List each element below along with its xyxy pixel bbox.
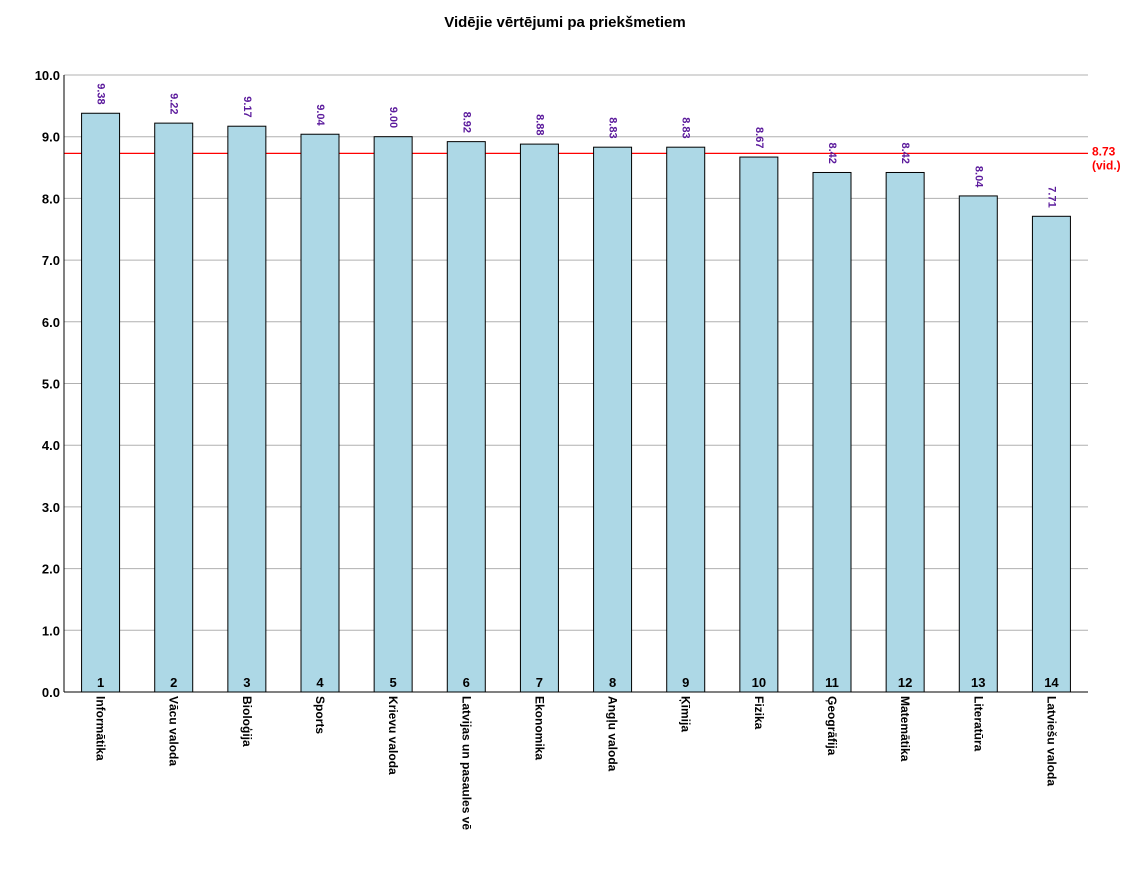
x-tick-label: Ekonomika — [532, 696, 546, 760]
bar-rank-label: 13 — [971, 675, 985, 690]
gridlines — [64, 74, 1088, 631]
average-value-label: 8.73 — [1092, 144, 1116, 158]
value-label: 8.83 — [607, 117, 619, 138]
value-label: 7.71 — [1045, 186, 1057, 207]
y-tick-label: 6.0 — [42, 315, 60, 330]
value-label: 9.22 — [168, 93, 180, 114]
bar-rank-label: 10 — [752, 675, 766, 690]
x-tick-label: Bioloģija — [240, 696, 254, 747]
value-label: 8.42 — [826, 142, 838, 163]
bar — [446, 141, 486, 693]
x-tick-label: Fizika — [752, 696, 766, 730]
y-tick-label: 5.0 — [42, 377, 60, 392]
x-tick-label: Krievu valoda — [386, 696, 400, 775]
x-tick-label: Vācu valoda — [167, 696, 181, 766]
bar — [593, 146, 633, 693]
bar — [739, 156, 779, 693]
y-tick-label: 7.0 — [42, 253, 60, 268]
y-tick-label: 0.0 — [42, 685, 60, 700]
bar — [81, 112, 121, 693]
value-label: 9.38 — [95, 83, 107, 104]
bar — [227, 125, 267, 693]
bar — [885, 171, 925, 693]
bar-rank-label: 9 — [682, 675, 689, 690]
x-tick-label: Matemātika — [898, 696, 912, 762]
x-tick-label: Ģeogrāfija — [825, 696, 839, 756]
y-tick-label: 10.0 — [35, 68, 60, 83]
bar-rank-label: 1 — [97, 675, 104, 690]
chart-title: Vidējie vērtējumi pa priekšmetiem — [444, 14, 686, 31]
bar — [519, 143, 559, 693]
x-tick-label: Latviešu valoda — [1044, 696, 1058, 786]
bar — [300, 133, 340, 693]
x-tick-label: Informātika — [94, 696, 108, 761]
bar-rank-label: 4 — [316, 675, 324, 690]
bar — [958, 195, 998, 693]
bar — [1031, 215, 1071, 693]
value-label: 9.17 — [241, 96, 253, 117]
bar-rank-label: 6 — [463, 675, 470, 690]
bar — [666, 146, 706, 693]
bar-rank-label: 3 — [243, 675, 250, 690]
bar-rank-label: 8 — [609, 675, 616, 690]
y-tick-label: 3.0 — [42, 500, 60, 515]
value-label: 9.04 — [314, 104, 326, 126]
bar-rank-label: 7 — [536, 675, 543, 690]
value-label: 8.04 — [972, 166, 984, 188]
x-tick-label: Sports — [313, 696, 327, 734]
value-label: 8.83 — [680, 117, 692, 138]
x-tick-label: Ķīmija — [679, 696, 693, 732]
y-tick-label: 8.0 — [42, 191, 60, 206]
value-label: 8.67 — [753, 127, 765, 148]
bars — [81, 112, 1071, 693]
average-sublabel: (vid.) — [1092, 158, 1121, 172]
bar-rank-label: 14 — [1044, 675, 1059, 690]
bar-rank-label: 5 — [390, 675, 397, 690]
y-tick-label: 4.0 — [42, 438, 60, 453]
x-tick-label: Latvijas un pasaules vē — [459, 696, 473, 830]
value-label: 8.92 — [460, 112, 472, 133]
x-tick-label: Literatūra — [971, 696, 985, 752]
bar-rank-label: 2 — [170, 675, 177, 690]
value-label: 9.00 — [387, 107, 399, 128]
bar — [373, 136, 413, 693]
value-label: 8.88 — [533, 114, 545, 135]
axes — [63, 75, 1088, 693]
value-label: 8.42 — [899, 142, 911, 163]
bar-rank-label: 12 — [898, 675, 912, 690]
labels: 0.0 1.0 2.0 3.0 4.0 5.0 6.0 7.0 8.0 9.0 10.0 8.73(v… — [35, 68, 1121, 830]
bar-rank-label: 11 — [825, 675, 839, 690]
bar — [812, 171, 852, 693]
y-tick-label: 2.0 — [42, 562, 60, 577]
y-tick-label: 1.0 — [42, 623, 60, 638]
bar — [154, 122, 194, 693]
y-tick-label: 9.0 — [42, 130, 60, 145]
x-tick-label: Angļu valoda — [606, 696, 620, 772]
